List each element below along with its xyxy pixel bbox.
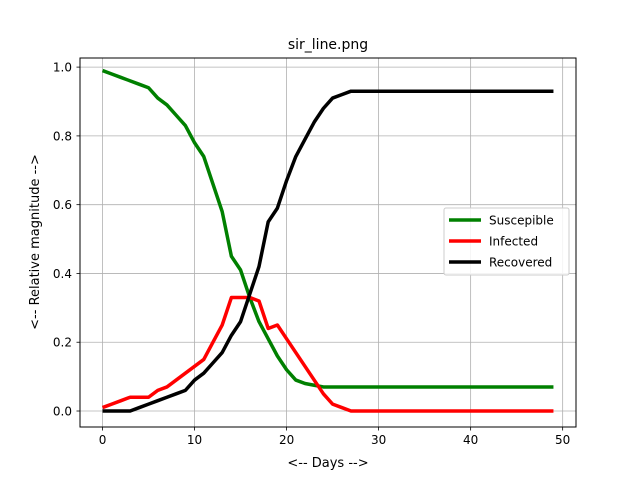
- legend-label: Recovered: [489, 256, 552, 270]
- series-line-recovered: [102, 89, 554, 413]
- x-axis-label: <-- Days -->: [287, 456, 368, 471]
- plot-frame: [79, 57, 577, 428]
- grid: [80, 58, 576, 427]
- y-axis-label: <-- Relative magnitude -->: [28, 154, 43, 330]
- series-line-infected: [101, 295, 554, 413]
- legend-box: [443, 207, 570, 276]
- legend-label: Suscepible: [489, 214, 554, 228]
- legend-label: Infected: [489, 235, 538, 249]
- x-tick-label: 20: [279, 433, 294, 447]
- x-tick-label: 50: [555, 433, 570, 447]
- y-tick-label: 0.4: [53, 267, 72, 281]
- series-lines: [101, 68, 554, 413]
- series-line-suscepible: [101, 68, 554, 389]
- y-tick-label: 0.6: [53, 198, 72, 212]
- x-tick-label: 30: [371, 433, 386, 447]
- y-tick-label: 0.8: [53, 129, 72, 143]
- chart-title: sir_line.png: [288, 37, 368, 53]
- legend: Suscepible Infected Recovered: [443, 207, 570, 276]
- x-tick-label: 0: [99, 433, 107, 447]
- y-tick-label: 1.0: [53, 61, 72, 75]
- y-tick-label: 0.0: [53, 405, 72, 419]
- x-tick-label: 10: [187, 433, 202, 447]
- axis-ticks: 0 10 20 30 40 50 0.0 0.2 0.4 0.6 0.8 1.0: [53, 61, 570, 447]
- y-tick-label: 0.2: [53, 336, 72, 350]
- x-tick-label: 40: [463, 433, 478, 447]
